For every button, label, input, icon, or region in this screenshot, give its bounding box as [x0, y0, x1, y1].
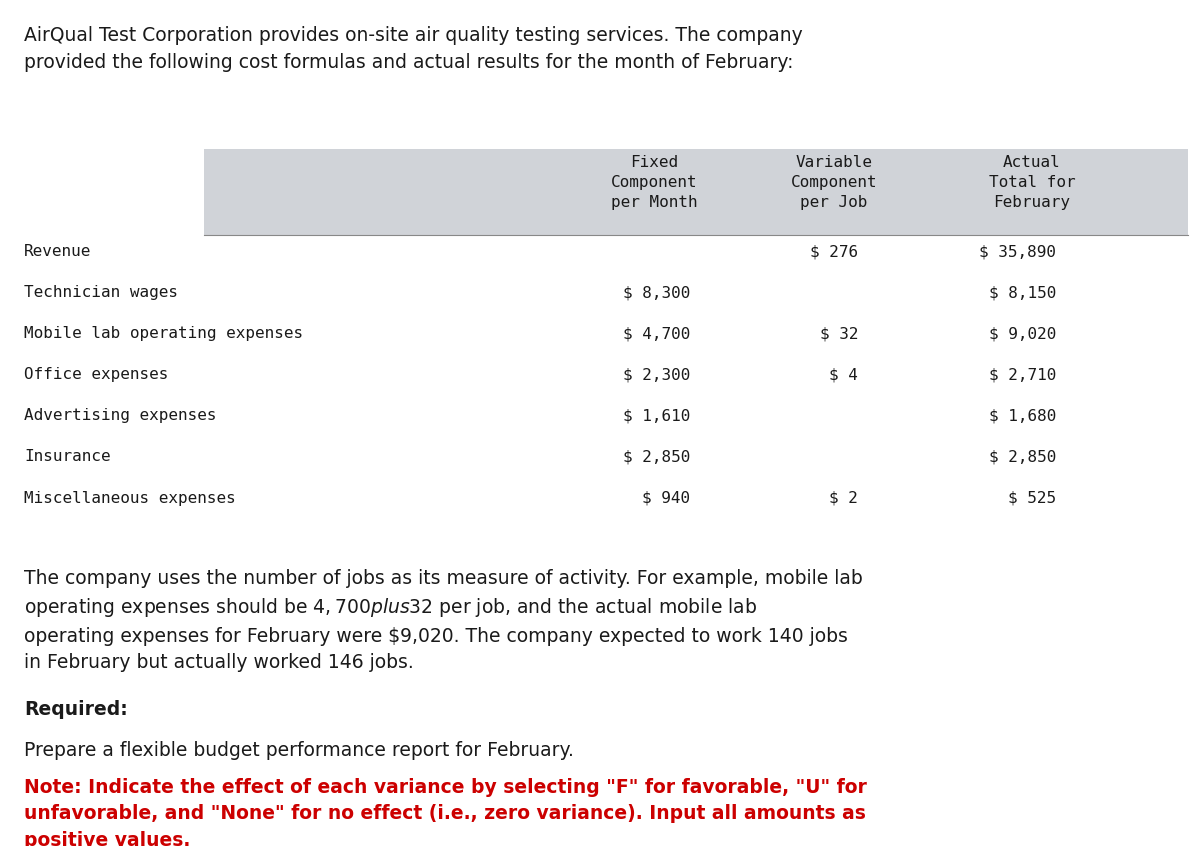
Text: Technician wages: Technician wages: [24, 285, 178, 300]
Text: Advertising expenses: Advertising expenses: [24, 409, 216, 423]
Text: $ 32: $ 32: [820, 327, 858, 341]
Text: $ 4: $ 4: [829, 367, 858, 382]
Text: $ 8,300: $ 8,300: [623, 285, 690, 300]
Bar: [204, 150, 1188, 235]
Text: Required:: Required:: [24, 700, 127, 718]
Text: $ 35,890: $ 35,890: [979, 244, 1056, 259]
Text: $ 2,850: $ 2,850: [623, 449, 690, 464]
Text: $ 2,710: $ 2,710: [989, 367, 1056, 382]
Text: $ 2,850: $ 2,850: [989, 449, 1056, 464]
Text: Mobile lab operating expenses: Mobile lab operating expenses: [24, 327, 304, 341]
Text: Prepare a flexible budget performance report for February.: Prepare a flexible budget performance re…: [24, 740, 574, 760]
Text: Variable
Component
per Job: Variable Component per Job: [791, 156, 877, 210]
Text: $ 8,150: $ 8,150: [989, 285, 1056, 300]
Text: The company uses the number of jobs as its measure of activity. For example, mob: The company uses the number of jobs as i…: [24, 569, 863, 673]
Text: Office expenses: Office expenses: [24, 367, 168, 382]
Text: Actual
Total for
February: Actual Total for February: [989, 156, 1075, 210]
Text: $ 4,700: $ 4,700: [623, 327, 690, 341]
Text: $ 9,020: $ 9,020: [989, 327, 1056, 341]
Text: $ 525: $ 525: [1008, 491, 1056, 506]
Text: Insurance: Insurance: [24, 449, 110, 464]
Text: $ 276: $ 276: [810, 244, 858, 259]
Text: $ 1,610: $ 1,610: [623, 409, 690, 423]
Text: $ 940: $ 940: [642, 491, 690, 506]
Text: Miscellaneous expenses: Miscellaneous expenses: [24, 491, 235, 506]
Text: Fixed
Component
per Month: Fixed Component per Month: [611, 156, 697, 210]
Text: AirQual Test Corporation provides on-site air quality testing services. The comp: AirQual Test Corporation provides on-sit…: [24, 26, 803, 72]
Text: $ 2: $ 2: [829, 491, 858, 506]
Text: $ 1,680: $ 1,680: [989, 409, 1056, 423]
Text: Note: Indicate the effect of each variance by selecting "F" for favorable, "U" f: Note: Indicate the effect of each varian…: [24, 778, 866, 846]
Text: Revenue: Revenue: [24, 244, 91, 259]
Text: $ 2,300: $ 2,300: [623, 367, 690, 382]
